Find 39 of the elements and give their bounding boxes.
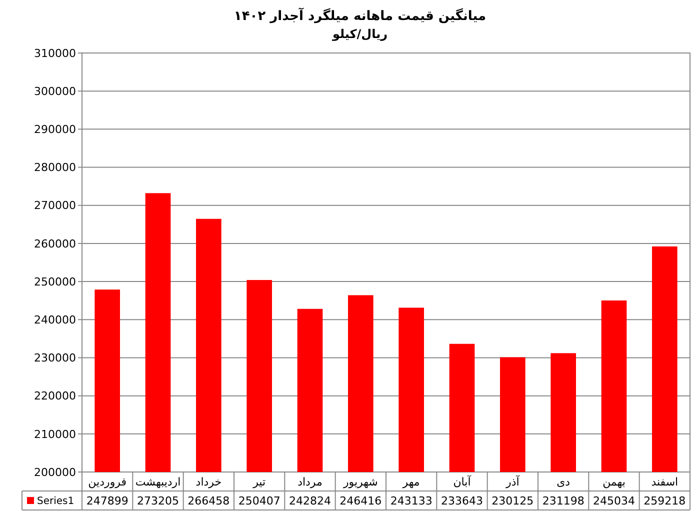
x-tick-label: بهمن bbox=[602, 475, 626, 488]
chart-subtitle: ریال/کیلو bbox=[331, 27, 388, 41]
y-tick-label: 240000 bbox=[34, 313, 76, 326]
y-tick-label: 270000 bbox=[34, 199, 76, 212]
x-tick-label: آبان bbox=[453, 474, 472, 488]
data-label: 230125 bbox=[492, 494, 534, 508]
data-label: 273205 bbox=[137, 494, 179, 508]
x-tick-label: شهریور bbox=[342, 475, 378, 488]
y-tick-label: 260000 bbox=[34, 237, 76, 250]
x-tick-label: تیر bbox=[252, 475, 266, 488]
x-tick-label: آذر bbox=[505, 474, 520, 488]
x-tick-label: خرداد bbox=[196, 475, 222, 488]
y-tick-label: 280000 bbox=[34, 161, 76, 174]
y-tick-label: 200000 bbox=[34, 466, 76, 479]
x-tick-label: فروردین bbox=[88, 475, 126, 488]
data-label: 243133 bbox=[390, 494, 432, 508]
x-tick-label: اردیبهشت bbox=[135, 475, 181, 488]
y-tick-label: 300000 bbox=[34, 84, 76, 98]
x-tick-label: مهر bbox=[402, 475, 420, 488]
data-label: 259218 bbox=[644, 494, 686, 508]
data-label: 231198 bbox=[542, 494, 584, 508]
data-label: 266458 bbox=[188, 494, 230, 508]
y-tick-label: 210000 bbox=[34, 428, 76, 441]
y-tick-label: 310000 bbox=[34, 46, 76, 60]
data-label: 250407 bbox=[238, 494, 280, 508]
x-tick-label: مرداد bbox=[298, 475, 323, 488]
x-tick-label: اسفند bbox=[651, 475, 678, 488]
y-tick-label: 230000 bbox=[34, 352, 76, 365]
chart-title: میانگین قیمت ماهانه میلگرد آجدار ۱۴۰۲ bbox=[234, 7, 486, 24]
y-tick-label: 290000 bbox=[34, 123, 76, 136]
data-label: 246416 bbox=[340, 494, 382, 508]
data-label: 247899 bbox=[86, 494, 128, 508]
y-tick-label: 220000 bbox=[34, 390, 76, 403]
data-label: 245034 bbox=[593, 494, 635, 508]
data-label: 233643 bbox=[441, 494, 483, 508]
data-label: 242824 bbox=[289, 494, 331, 508]
legend-label: Series1 bbox=[37, 496, 74, 507]
y-tick-label: 250000 bbox=[34, 275, 76, 288]
x-tick-label: دی bbox=[556, 475, 570, 488]
